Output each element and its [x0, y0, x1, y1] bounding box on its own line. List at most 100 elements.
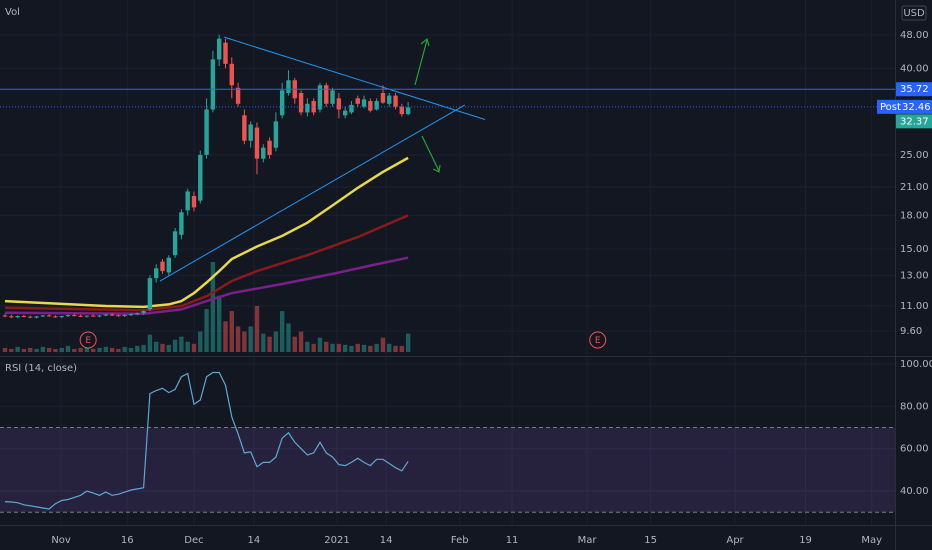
candle-body	[248, 124, 253, 141]
volume-bar	[336, 343, 342, 352]
candle-body	[380, 92, 386, 103]
volume-bar	[91, 348, 96, 352]
volume-bar	[34, 348, 39, 352]
rsi-tick-label: 60.00	[900, 444, 929, 455]
volume-bar	[21, 348, 27, 352]
level-box	[896, 82, 932, 97]
candle-body	[46, 315, 52, 317]
candle-body	[355, 98, 360, 104]
volume-bar	[248, 326, 253, 352]
candle-body	[72, 315, 77, 317]
x-tick-label: 11	[506, 535, 519, 546]
volume-bar	[242, 331, 247, 352]
arrow-up-head	[420, 37, 430, 47]
candle-body	[191, 195, 197, 208]
candle-body	[405, 107, 411, 115]
candle-body	[279, 90, 285, 116]
trendline	[224, 36, 486, 120]
candle-body	[330, 90, 335, 104]
y-tick-label: 13.00	[900, 270, 929, 281]
volume-bar	[166, 344, 171, 352]
volume-bar	[153, 341, 159, 352]
volume-bar	[15, 346, 20, 352]
candle-body	[324, 85, 329, 104]
y-tick-label: 18.00	[900, 210, 929, 221]
candle-body	[179, 212, 184, 235]
volume-bar	[349, 345, 354, 352]
volume-bar	[399, 345, 405, 352]
candle-body	[286, 80, 291, 93]
candle-body	[305, 103, 310, 113]
trendline	[159, 104, 466, 282]
candle-body	[103, 314, 109, 316]
volume-bar	[393, 345, 398, 352]
volume-bar	[97, 347, 102, 352]
volume-bar	[135, 345, 140, 352]
grid	[0, 0, 895, 525]
volume-bar	[109, 347, 115, 352]
x-tick-label: 15	[644, 535, 657, 546]
candle-body	[399, 106, 405, 115]
arrow-down	[421, 135, 440, 172]
candle-body	[298, 92, 304, 113]
volume-bar	[40, 346, 46, 352]
volume-bar	[223, 321, 228, 352]
candle-body	[59, 316, 64, 318]
arrow-up	[414, 39, 428, 86]
volume-bar	[387, 343, 392, 352]
x-tick-label: May	[861, 535, 882, 546]
moving-average	[4, 214, 409, 312]
volume-bar	[141, 344, 146, 352]
candle-body	[9, 316, 14, 318]
volume-bar	[204, 309, 209, 352]
currency: USD	[903, 8, 925, 19]
candle-body	[368, 101, 373, 111]
event-label: E	[595, 336, 601, 346]
x-tick-label: Feb	[451, 535, 469, 546]
volume-bar	[361, 344, 367, 352]
x-tick-label: Apr	[726, 535, 744, 546]
event-marker	[79, 331, 97, 349]
volume-bar	[185, 341, 190, 352]
candle-body	[2, 315, 8, 317]
candle-body	[65, 315, 71, 317]
candle-body	[185, 191, 190, 211]
moving-average	[4, 156, 409, 309]
rsi-title: RSI (14, close)	[5, 363, 77, 374]
volume-bar	[84, 346, 90, 352]
candle-body	[160, 261, 165, 272]
x-tick-label: Mar	[578, 535, 598, 546]
candle-body	[374, 101, 379, 110]
rsi-line	[4, 371, 409, 510]
volume	[2, 262, 411, 352]
volume-bar	[116, 348, 121, 352]
volume-bar	[198, 331, 203, 352]
volume-bar	[9, 348, 14, 352]
volume-bar	[273, 331, 279, 352]
volume-bar	[172, 339, 178, 352]
volume-bar	[254, 305, 260, 352]
level-label: 35.72	[900, 84, 929, 95]
candle-body	[91, 315, 96, 317]
x-tick-label: 2021	[324, 535, 349, 546]
x-tick-label: Dec	[184, 535, 203, 546]
volume-bar	[292, 336, 297, 352]
candle-body	[317, 85, 323, 110]
volume-bar	[261, 333, 266, 352]
volume-bar	[147, 334, 153, 352]
volume-bar	[72, 348, 77, 352]
volume-bar	[298, 331, 304, 352]
y-tick-label: 11.00	[900, 301, 929, 312]
volume-bar	[368, 345, 373, 352]
candle-body	[172, 231, 178, 256]
candle-body	[223, 42, 228, 64]
rsi-band	[0, 427, 895, 513]
volume-bar	[103, 346, 109, 352]
post-tag: Post	[880, 102, 901, 113]
volume-bar	[279, 311, 285, 352]
candle-body	[198, 154, 203, 201]
volume-bar	[78, 347, 83, 352]
candle-body	[311, 101, 316, 113]
